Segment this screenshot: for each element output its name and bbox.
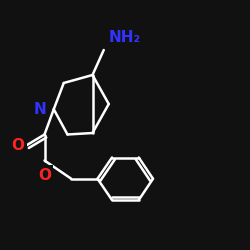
Text: O: O [38, 168, 51, 182]
Text: O: O [12, 138, 24, 152]
Text: NH₂: NH₂ [108, 30, 140, 46]
Text: N: N [34, 102, 47, 117]
